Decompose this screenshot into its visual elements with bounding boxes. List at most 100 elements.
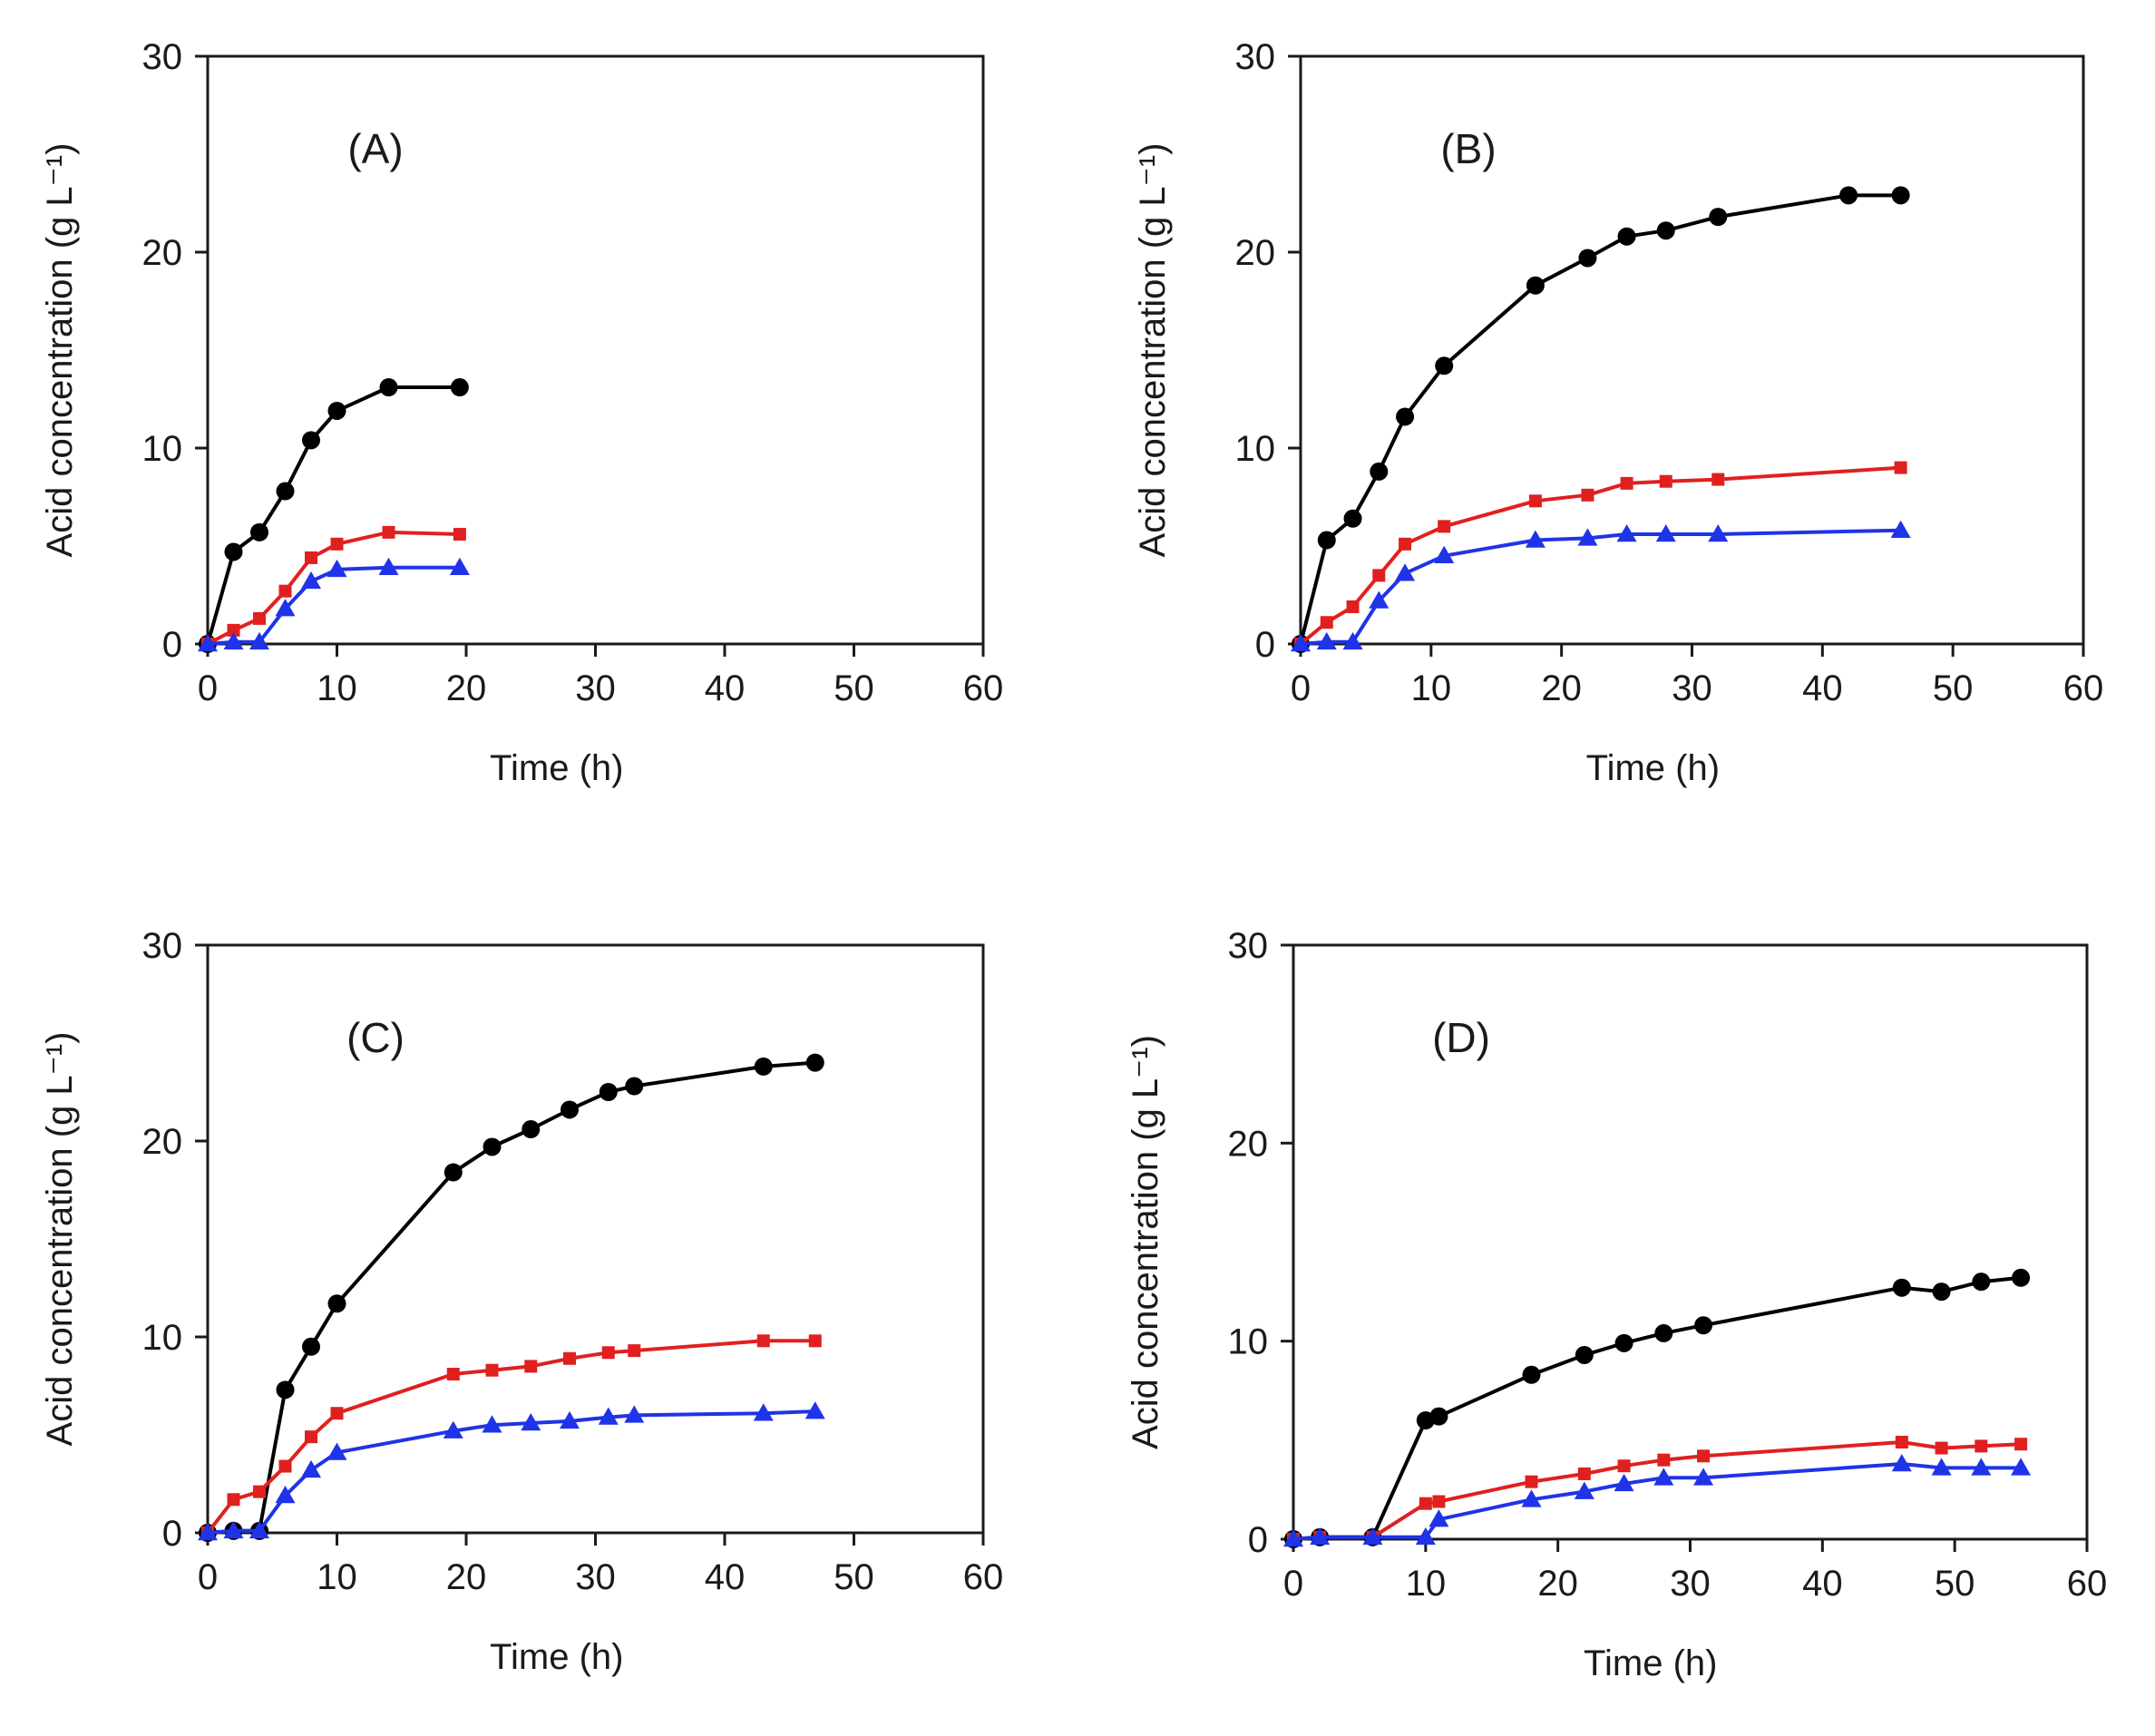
panel-c-y-tick-label: 20 [142, 1122, 183, 1162]
panel-c-plot-frame [206, 943, 985, 1535]
panel-a-series-blue-point [249, 631, 269, 650]
panel-d-x-tick-label: 0 [1283, 1564, 1303, 1604]
panel-d-series-black-line [1292, 1275, 2022, 1541]
panel-d-series-red-point [1432, 1495, 1446, 1508]
panel-d-y-tick-label: 10 [1228, 1322, 1269, 1362]
panel-d-series-black-point [1522, 1365, 1541, 1384]
panel-c-series-blue-point [598, 1407, 619, 1425]
panel-d-series-blue-point [1362, 1526, 1383, 1546]
panel-d-series-blue-point [1574, 1481, 1594, 1499]
panel-c-series-blue-point [804, 1401, 825, 1419]
panel-b-series-blue-point [1316, 631, 1337, 650]
panel-a-y-tick-label: 10 [142, 429, 183, 469]
panel-a-x-tick-label: 50 [834, 668, 874, 708]
panel-d-series-black-point [1972, 1273, 1991, 1292]
panel-d-series-red-line [1292, 1440, 2022, 1541]
panel-b-series-black-point [1578, 249, 1597, 268]
panel-a-series-black-point [224, 542, 243, 561]
panel-d-series-blue-point [1521, 1489, 1542, 1507]
panel-c: 0 10 20 30 40 50 60 0 10 20 30 Time (h) Acid concent… [40, 926, 1003, 1677]
panel-b-y-tick-label: 20 [1235, 233, 1276, 273]
panel-d-series-blue-point [1971, 1458, 1992, 1476]
panel-c-series-blue-point [275, 1485, 296, 1504]
panel-a-series-black-line [206, 385, 460, 645]
panel-d-label: (D) [1432, 1014, 1490, 1061]
panel-c-series-blue-point [753, 1403, 774, 1421]
panel-b-series-blue-point [1655, 524, 1676, 542]
panel-d-series-blue-line [1292, 1462, 2022, 1541]
panel-c-x-tick-label: 30 [575, 1557, 616, 1597]
panel-d-y-tick-label: 20 [1228, 1124, 1269, 1164]
panel-c-y-tick-label: 10 [142, 1318, 183, 1358]
panel-d-series-red-point [1895, 1436, 1908, 1449]
panel-d-x-tick-label: 60 [2067, 1564, 2108, 1604]
panel-d-series-black-point [1654, 1323, 1673, 1342]
panel-d-series-black-point [1892, 1278, 1911, 1297]
panel-c-series-red-point [253, 1485, 266, 1498]
panel-b-series-red-point [1581, 488, 1594, 502]
panel-c-x-axis-title: Time (h) [490, 1637, 623, 1677]
panel-c-series-blue-point [249, 1520, 269, 1539]
panel-c-series-red-point [227, 1493, 240, 1507]
panel-d-series-red-point [1577, 1467, 1591, 1480]
panel-a-x-tick-label: 10 [317, 668, 357, 708]
panel-a-y-tick-label: 20 [142, 233, 183, 273]
panel-c-series-black-point [754, 1057, 773, 1076]
panel-a: 0 10 20 30 40 50 60 0 10 20 30 Time (h) Acid concent… [40, 37, 1003, 788]
panel-a-y-axis-title: Acid concentration (g L⁻¹) [40, 143, 80, 558]
panel-b-x-tick-label: 20 [1541, 668, 1582, 708]
panel-d-x-tick-label: 30 [1670, 1564, 1711, 1604]
panel-a-series-black-point [450, 378, 469, 397]
panel-c-series-blue-point [521, 1413, 541, 1431]
panel-d-series-red-point [1697, 1449, 1711, 1463]
panel-a-series-black-point [302, 431, 320, 450]
panel-d-series-black-point [1694, 1316, 1713, 1335]
panel-c-series-red-point [485, 1363, 499, 1377]
panel-c-y-axis-title: Acid concentration (g L⁻¹) [40, 1032, 80, 1447]
panel-a-series-blue-line [207, 565, 460, 646]
panel-d-series-black-point [1429, 1407, 1448, 1426]
panel-d-series-blue-point [1931, 1458, 1952, 1476]
panel-b-series-black-point [1617, 227, 1636, 246]
panel-b-series-red-point [1438, 520, 1451, 533]
panel-b-x-tick-label: 10 [1411, 668, 1452, 708]
panel-d-series-blue-point [1310, 1526, 1331, 1546]
panel-d-x-tick-label: 10 [1406, 1564, 1447, 1604]
panel-a-series-blue-point [198, 634, 218, 652]
panel-c-series-black-point [625, 1077, 644, 1096]
panel-d-y-tick-label: 0 [1248, 1520, 1268, 1560]
panel-c-series-blue-point [198, 1523, 218, 1541]
panel-c-series-blue-point [560, 1410, 580, 1429]
panel-b-series-blue-point [1890, 520, 1911, 538]
panel-d-series-blue-point [1693, 1468, 1714, 1486]
panel-a-series-red-point [305, 551, 317, 564]
panel-b-series-blue-point [1395, 563, 1416, 581]
panel-a-series-blue-point [223, 631, 244, 650]
panel-b-series-blue-point [1434, 545, 1455, 564]
panel-a-series-blue-point [301, 571, 321, 590]
panel-c-label: (C) [346, 1014, 405, 1061]
panel-c-series-blue-point [482, 1415, 502, 1433]
panel-c-series-blue-point [327, 1442, 347, 1460]
panel-c-y-tick-label: 0 [162, 1514, 182, 1554]
panel-d: 0 10 20 30 40 50 60 0 10 20 30 Time (h) Acid concent… [1126, 926, 2107, 1683]
panel-a-series-blue-point [378, 557, 399, 576]
panel-c-series-red-point [628, 1344, 641, 1358]
panel-a-x-tick-label: 30 [575, 668, 616, 708]
panel-c-series-red-point [524, 1360, 538, 1373]
panel-b-series-blue-point [1369, 590, 1390, 609]
panel-c-x-tick-label: 0 [198, 1557, 218, 1597]
panel-a-x-axis-title: Time (h) [490, 748, 623, 788]
panel-d-series-blue-point [1891, 1454, 1912, 1472]
panel-b-series-red-point [1528, 494, 1542, 508]
panel-b-series-black-line [1299, 193, 1901, 645]
panel-b-series-blue-point [1708, 524, 1729, 542]
panel-c-series-black-point [805, 1053, 824, 1072]
panel-b-series-blue-point [1291, 634, 1311, 652]
panel-d-series-black-point [2012, 1268, 2031, 1287]
panel-b-series-red-point [1399, 537, 1412, 551]
panel-c-series-red-point [278, 1459, 292, 1473]
panel-a-series-red-point [278, 584, 292, 598]
panel-c-series-blue-point [443, 1420, 463, 1439]
panel-b-series-blue-point [1616, 524, 1637, 542]
